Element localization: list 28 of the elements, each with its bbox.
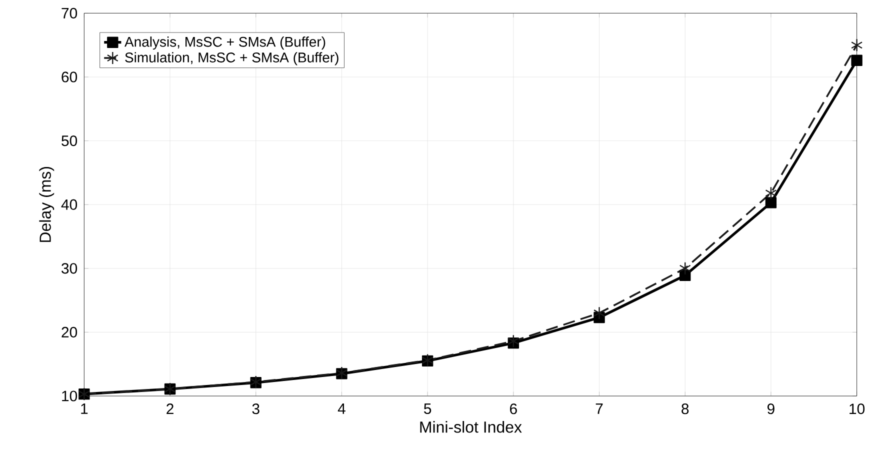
x-tick-label: 3 [252, 403, 260, 414]
legend-label: Simulation, MsSC + SMsA (Buffer) [125, 52, 338, 66]
y-tick-label: 60 [62, 72, 78, 82]
point [508, 334, 520, 348]
x-tick-label: 6 [510, 403, 517, 414]
x-tick-label: 4 [338, 403, 346, 414]
legend-label: Analysis, MsSC + SMsA (Buffer) [124, 36, 326, 50]
x-tick-label: 10 [850, 403, 865, 414]
y-tick-label: 20 [62, 326, 78, 338]
y-tick-label: 50 [62, 135, 78, 146]
y-tick-label: 10 [62, 390, 78, 402]
point [765, 197, 777, 208]
x-axis-title: Mini-slot Index [420, 420, 522, 433]
point [679, 262, 691, 275]
point [851, 38, 863, 52]
y-tick-label: 70 [62, 8, 78, 18]
point [851, 54, 862, 66]
x-tick-label: 5 [424, 403, 432, 414]
point [593, 306, 606, 320]
x-tick-label: 8 [682, 403, 689, 414]
y-tick-label: 30 [62, 263, 78, 274]
x-tick-label: 7 [596, 403, 603, 414]
point [765, 186, 777, 200]
x-tick-label: 1 [81, 403, 88, 414]
y-axis-title: Delay (ms) [39, 166, 54, 242]
y-tick-label: 40 [61, 199, 78, 210]
x-tick-label: 9 [767, 403, 774, 414]
x-tick-label: 2 [166, 403, 174, 414]
